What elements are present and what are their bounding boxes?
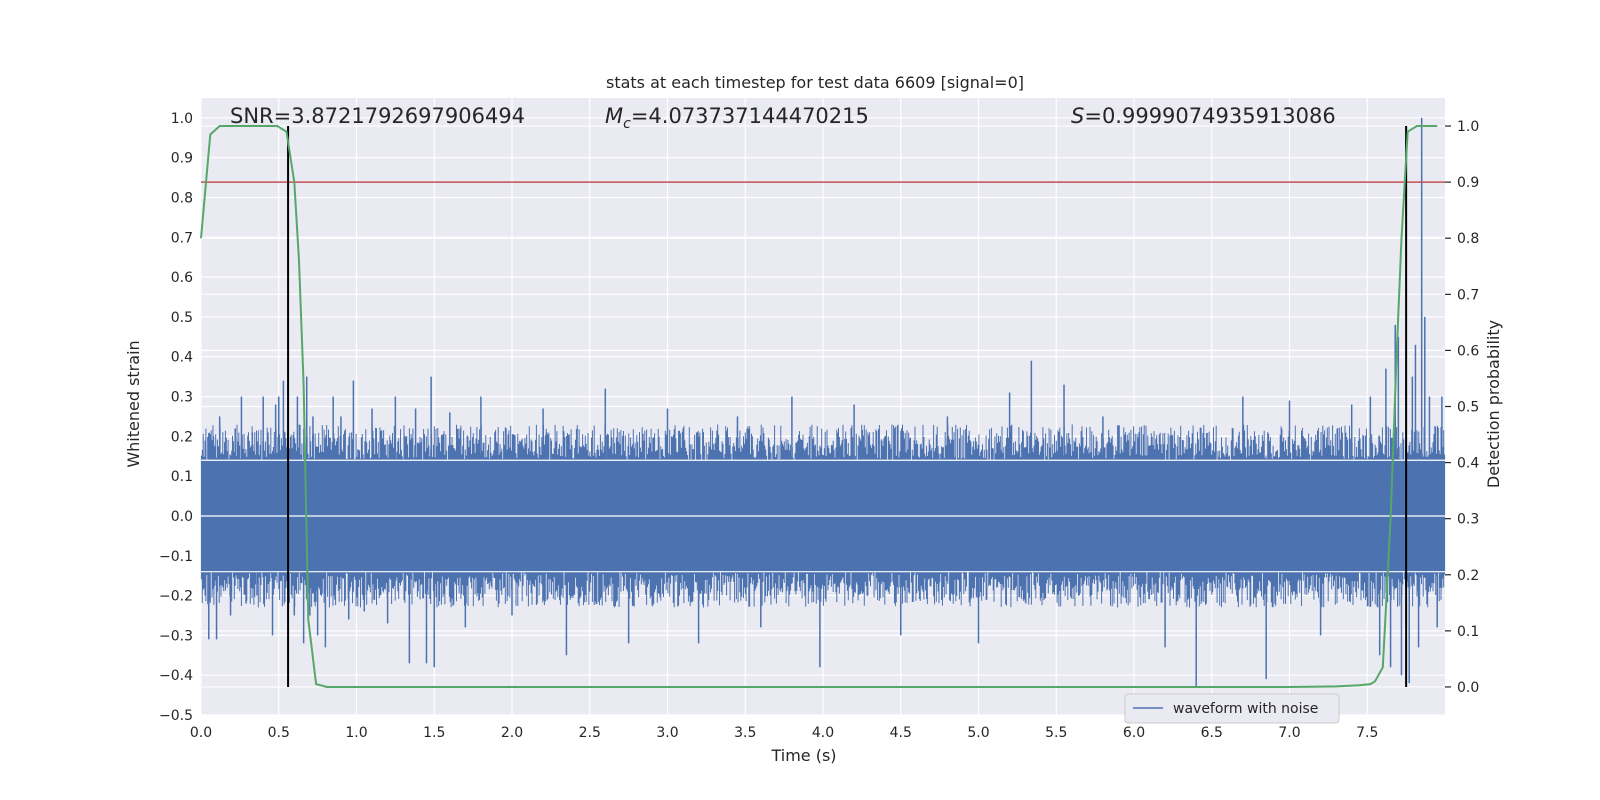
left-tick-label: −0.4 (159, 668, 193, 684)
s-annotation: S=0.9999074935913086 (1071, 104, 1336, 128)
x-axis-ticks: 0.0 0.5 1.0 1.5 2.0 2.5 3.0 3.5 4.0 4.5 5.0 5.5 6.0 6… (190, 725, 1379, 741)
right-tick-label: 0.2 (1457, 568, 1479, 584)
mc-value: =4.073737144470215 (631, 104, 869, 128)
x-tick-label: 1.0 (345, 725, 367, 741)
mc-annotation: Mc=4.073737144470215 (605, 104, 869, 132)
right-tick-label: 0.4 (1457, 456, 1479, 472)
left-tick-label: 0.9 (171, 151, 193, 167)
left-tick-label: 0.5 (171, 310, 193, 326)
x-axis-label: Time (s) (770, 746, 836, 765)
right-tick-label: 0.8 (1457, 231, 1479, 247)
s-symbol: S (1071, 104, 1084, 128)
left-tick-label: 0.2 (171, 429, 193, 445)
left-tick-label: 0.7 (171, 230, 193, 246)
right-tick-label: 0.6 (1457, 343, 1479, 359)
right-tick-label: 0.3 (1457, 512, 1479, 528)
left-tick-label: 0.8 (171, 191, 193, 207)
left-tick-label: 0.4 (171, 350, 193, 366)
legend-label-waveform: waveform with noise (1173, 701, 1318, 717)
x-tick-label: 3.5 (734, 725, 756, 741)
left-tick-label: 0.3 (171, 390, 193, 406)
chart-title: stats at each timestep for test data 660… (606, 73, 1024, 92)
right-tick-label: 0.0 (1457, 680, 1479, 696)
left-tick-label: 0.1 (171, 469, 193, 485)
x-tick-label: 0.0 (190, 725, 212, 741)
x-tick-label: 2.0 (501, 725, 523, 741)
detection-probability-line (200, 125, 1438, 688)
waveform-series (200, 117, 1446, 688)
snr-annotation: SNR=3.8721792697906494 (230, 104, 525, 128)
x-tick-label: 7.5 (1356, 725, 1378, 741)
legend: waveform with noise (1124, 693, 1340, 724)
x-tick-label: 4.5 (890, 725, 912, 741)
detection-probability-series (200, 125, 1438, 688)
left-tick-label: −0.2 (159, 589, 193, 605)
mc-subscript: c (623, 116, 631, 132)
right-axis-ticks: 0.0 0.1 0.2 0.3 0.4 0.5 0.6 0.7 0.8 0.9 1.0 (1445, 119, 1479, 696)
x-tick-label: 1.5 (423, 725, 445, 741)
x-tick-label: 3.0 (656, 725, 678, 741)
x-tick-label: 2.5 (579, 725, 601, 741)
mc-symbol: M (605, 104, 623, 128)
vertical-markers (287, 126, 1408, 687)
left-tick-label: 0.6 (171, 270, 193, 286)
x-tick-label: 5.5 (1045, 725, 1067, 741)
right-tick-label: 0.9 (1457, 175, 1479, 191)
right-tick-label: 0.7 (1457, 287, 1479, 303)
left-tick-label: −0.1 (159, 549, 193, 565)
x-tick-label: 0.5 (268, 725, 290, 741)
x-tick-label: 6.0 (1123, 725, 1145, 741)
s-value: =0.9999074935913086 (1084, 104, 1335, 128)
left-y-axis-label: Whitened strain (124, 340, 143, 467)
right-y-axis-label: Detection probability (1484, 320, 1503, 488)
x-tick-label: 4.0 (812, 725, 834, 741)
legend-box (1124, 693, 1340, 724)
right-tick-label: 0.5 (1457, 400, 1479, 416)
left-tick-label: 0.0 (171, 509, 193, 525)
x-tick-label: 6.5 (1201, 725, 1223, 741)
left-axis-ticks: −0.5 −0.4 −0.3 −0.2 −0.1 0.0 0.1 0.2 0.3 0.4 0.5 0.… (159, 111, 193, 724)
left-tick-label: 1.0 (171, 111, 193, 127)
right-tick-label: 1.0 (1457, 119, 1479, 135)
right-tick-label: 0.1 (1457, 624, 1479, 640)
x-tick-label: 5.0 (967, 725, 989, 741)
waveform-noise-trace (200, 424, 1446, 608)
left-tick-label: −0.5 (159, 708, 193, 724)
left-tick-label: −0.3 (159, 628, 193, 644)
x-tick-label: 7.0 (1278, 725, 1300, 741)
